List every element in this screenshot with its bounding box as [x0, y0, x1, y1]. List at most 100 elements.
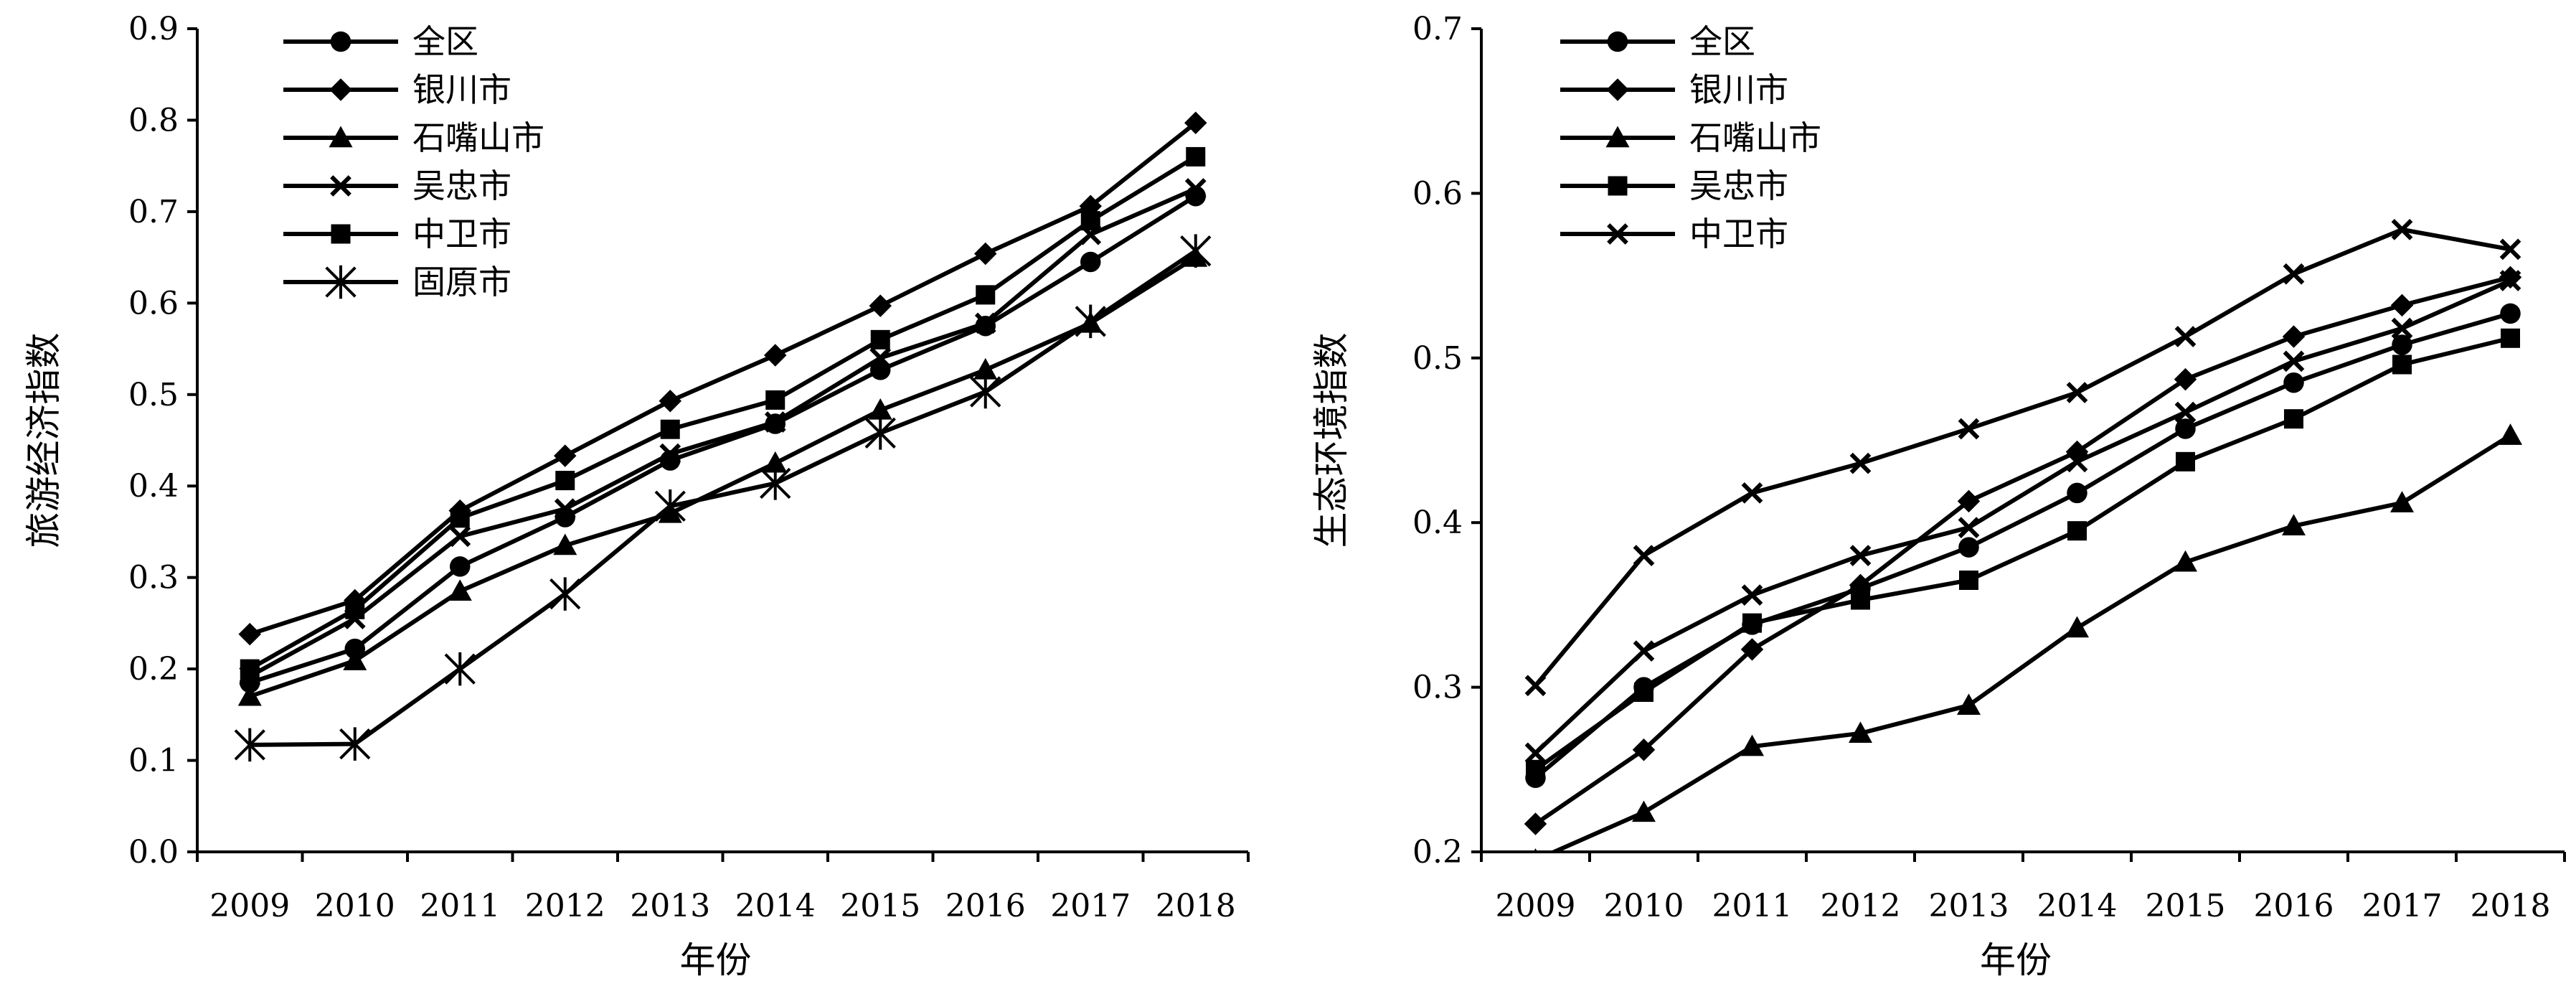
data-point [1742, 613, 1762, 633]
x-tick-label: 2018 [1156, 888, 1236, 924]
series-line-6 [1534, 227, 2511, 688]
y-tick-label: 0.2 [128, 651, 179, 688]
data-point [868, 398, 892, 420]
legend-label: 吴忠市 [1689, 166, 1788, 205]
data-point [2392, 334, 2412, 355]
y-tick-label: 0.5 [1412, 340, 1463, 377]
data-point [1533, 848, 1538, 852]
ecological-environment-chart: 0.2 0.3 0.4 0.5 0.6 0.7 2009 2010 2011 2012 2013 20… [1311, 11, 2566, 981]
data-point [1740, 638, 1764, 661]
data-point [1080, 211, 1100, 231]
data-point [2392, 355, 2412, 375]
data-point [2283, 263, 2305, 285]
data-point [1075, 304, 1106, 339]
data-point [869, 294, 892, 317]
legend-label: 吴忠市 [412, 166, 511, 205]
data-point [1958, 418, 1980, 440]
data-point [763, 451, 788, 473]
x-tick-label: 2011 [420, 888, 500, 924]
data-point [1957, 693, 1981, 716]
data-point [2499, 423, 2522, 445]
data-point [976, 285, 996, 305]
data-point [448, 579, 472, 601]
data-point [973, 357, 998, 380]
data-point [554, 498, 576, 520]
data-point [554, 444, 577, 467]
legend-marker [325, 265, 357, 299]
data-point [1741, 584, 1763, 606]
data-point [974, 242, 997, 266]
tourism-economy-chart: 0.0 0.1 0.2 0.3 0.4 0.5 0.6 0.7 0.8 0.9 2009 2010 20… [23, 11, 1250, 981]
data-point [1958, 537, 1979, 558]
data-point [2065, 616, 2089, 638]
data-point [2174, 401, 2197, 423]
x-tick-label: 2016 [945, 888, 1026, 924]
data-point [1958, 517, 1980, 538]
legend-marker [1607, 31, 1628, 52]
data-point [659, 389, 681, 413]
data-point [1524, 812, 1547, 835]
data-point [870, 329, 890, 350]
data-point [2391, 218, 2413, 240]
data-point [2282, 325, 2306, 348]
data-point [1634, 682, 1653, 702]
data-point [1957, 489, 1981, 513]
data-point [1633, 545, 1655, 566]
x-tick-label: 2010 [1604, 888, 1684, 924]
legend-marker [330, 175, 352, 197]
data-point [555, 471, 575, 491]
data-point [2067, 521, 2087, 541]
data-point [764, 344, 787, 367]
y-tick-label: 0.7 [1412, 11, 1463, 47]
series-line-6 [250, 249, 1197, 747]
data-point [2174, 326, 2197, 347]
data-point [765, 390, 785, 410]
plot-area [234, 111, 1212, 762]
data-point [1526, 759, 1545, 779]
data-point [238, 622, 261, 646]
data-point [764, 411, 786, 433]
data-point [2174, 367, 2197, 391]
legend-marker [1606, 78, 1629, 101]
x-tick-label: 2016 [2254, 888, 2334, 924]
data-point [450, 556, 471, 577]
y-tick-label: 0.5 [128, 377, 179, 413]
data-point [345, 599, 365, 619]
data-point [659, 443, 681, 465]
data-point [444, 652, 476, 686]
x-tick-label: 2013 [630, 888, 710, 924]
y-axis-label: 旅游经济指数 [23, 333, 65, 548]
data-point [1186, 146, 1206, 166]
series-line-1 [249, 194, 1197, 685]
y-axis-label: 生态环境指数 [1311, 333, 1352, 548]
data-point [2283, 372, 2304, 393]
data-point [1849, 545, 1872, 566]
x-tick-label: 2011 [1712, 888, 1793, 924]
data-point [1184, 178, 1207, 200]
x-tick-label: 2009 [1496, 888, 1576, 924]
y-tick-label: 0.8 [128, 102, 179, 139]
x-tick-label: 2012 [525, 888, 605, 924]
data-point [1524, 675, 1547, 697]
legend-label: 石嘴山市 [412, 118, 544, 157]
series-line-3 [249, 255, 1197, 699]
data-point [450, 508, 470, 528]
data-point [869, 347, 892, 369]
x-tick-label: 2012 [1821, 888, 1901, 924]
x-tick-label: 2014 [2037, 888, 2118, 924]
x-tick-label: 2009 [209, 888, 290, 924]
data-point [1849, 721, 1872, 744]
x-axis-label: 年份 [1980, 939, 2052, 981]
data-point [344, 638, 365, 660]
data-point [2499, 238, 2521, 261]
data-point [2501, 328, 2520, 348]
data-point [1632, 800, 1656, 822]
data-point [553, 533, 577, 555]
data-point [1632, 738, 1656, 761]
y-tick-label: 0.4 [128, 468, 179, 505]
data-point [2390, 491, 2414, 512]
data-point [2390, 294, 2414, 317]
legend-label: 全区 [412, 22, 478, 61]
data-point [2174, 550, 2197, 572]
